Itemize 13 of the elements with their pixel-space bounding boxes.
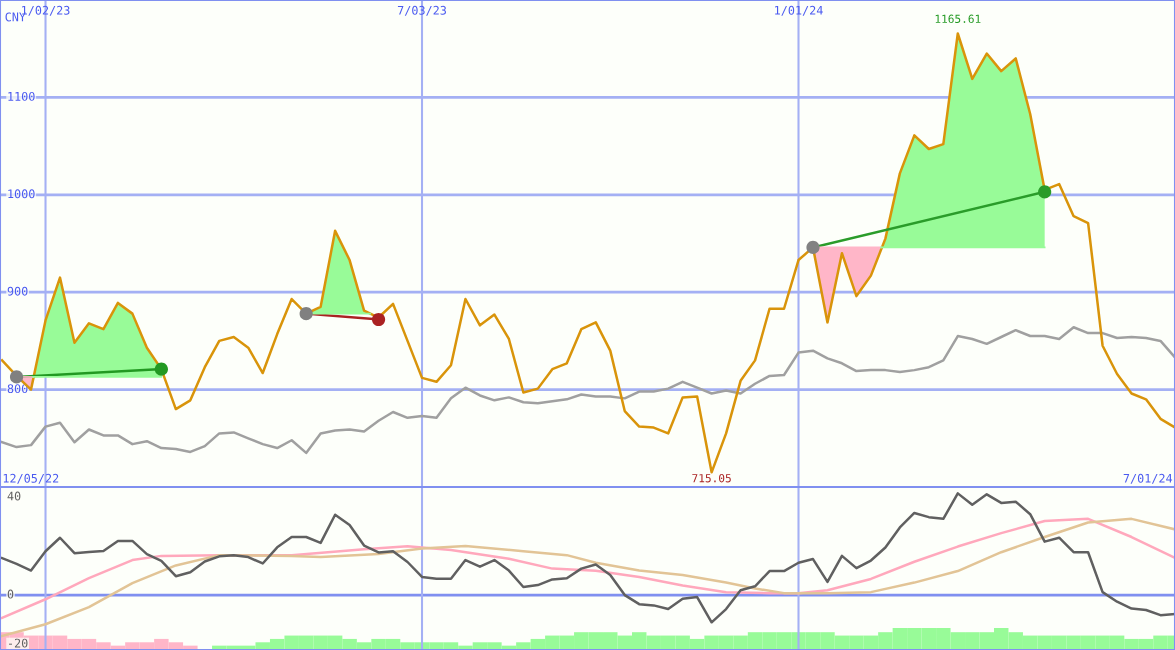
y-tick-label: 1000	[8, 189, 35, 199]
y-tick-label: 800	[7, 384, 28, 394]
y-tick-label: 0	[7, 589, 14, 599]
x-tick-label: 7/03/23	[397, 5, 446, 16]
y-tick-label: -20	[9, 638, 28, 648]
annotation: 7/01/24	[1123, 473, 1173, 484]
y-tick-label: 900	[7, 286, 28, 296]
y-tick-label: 40	[7, 491, 21, 501]
annotation: 1165.61	[935, 14, 981, 24]
y-tick-label: 1100	[8, 91, 35, 101]
annotation: 715.05	[692, 473, 731, 483]
annotation: 12/05/22	[3, 473, 59, 484]
x-tick-label: 1/01/24	[775, 5, 823, 16]
